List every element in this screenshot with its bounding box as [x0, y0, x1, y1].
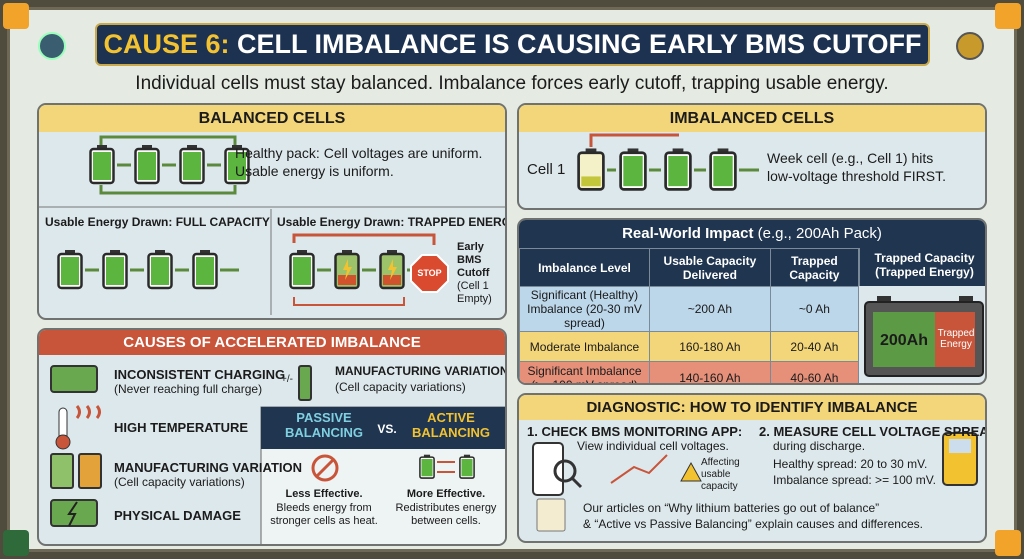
step-title: 2. MEASURE CELL VOLTAGE SPREAD: [759, 424, 987, 439]
imbalanced-line: Week cell (e.g., Cell 1) hits: [767, 150, 934, 166]
table-header: Trapped Capacity: [769, 248, 860, 287]
balanced-line: Healthy pack: Cell voltages are uniform.: [235, 145, 483, 161]
cutoff-line: BMS: [457, 254, 482, 266]
balanced-line: Usable energy is uniform.: [235, 163, 394, 179]
diagnostic-title: DIAGNOSTIC: HOW TO IDENTIFY IMBALANCE: [586, 399, 918, 416]
stop-sign: STOP: [417, 268, 442, 278]
imbalanced-title: IMBALANCED CELLS: [669, 110, 835, 127]
header-title: CELL IMBALANCE IS CAUSING EARLY BMS CUTO…: [237, 29, 922, 59]
table-header: Imbalance Level: [519, 248, 650, 287]
imbalanced-panel: IMBALANCED CELLS Cell 1 Week cell (e.g.,…: [517, 103, 987, 210]
full-label: Usable Energy Drawn: FULL CAPACITY: [45, 215, 270, 229]
table-cell: 140-160 Ah: [649, 361, 771, 383]
causes-title: CAUSES OF ACCELERATED IMBALANCE: [123, 334, 421, 351]
footer-line: Our articles on “Why lithium batteries g…: [583, 501, 880, 515]
cause-note: (Cell capacity variations): [335, 380, 466, 394]
table-cell: ~200 Ah: [649, 286, 771, 332]
imbalanced-line: low-voltage threshold FIRST.: [767, 168, 946, 184]
step-note: View individual cell voltages.: [577, 439, 729, 453]
table-cell: 40-60 Ah: [769, 361, 860, 383]
balanced-drawing: [39, 105, 505, 315]
table-header: Trapped Capacity (Trapped Energy): [859, 248, 985, 286]
balanced-title: BALANCED CELLS: [198, 110, 346, 127]
impact-title-bar: Real-World Impact (e.g., 200Ah Pack): [519, 220, 985, 248]
passive-title: PASSIVE BALANCING: [285, 410, 363, 440]
trapped-label: Usable Energy Drawn: TRAPPED ENERGY: [277, 215, 507, 229]
causes-drawing: [39, 330, 505, 544]
vs-label: VS.: [377, 422, 397, 436]
step-note: during discharge.: [773, 439, 866, 453]
cause-title: MANUFACTURING VARIATION: [114, 460, 303, 475]
table-cell: 20-40 Ah: [769, 331, 860, 362]
cause-note: (Cell capacity variations): [114, 475, 245, 489]
cause-sign: +/-: [281, 374, 293, 385]
cause-title: HIGH TEMPERATURE: [114, 420, 249, 435]
cutoff-line: (Cell 1: [457, 280, 489, 292]
table-header: Usable Capacity Delivered: [649, 248, 771, 287]
passive-effect: Less Effective.: [285, 488, 363, 500]
cutoff-note: Early BMS Cutoff (Cell 1 Empty): [457, 241, 492, 306]
active-title: ACTIVE BALANCING: [412, 410, 490, 440]
cutoff-line: Early: [457, 241, 484, 253]
impact-table: Imbalance Level Usable Capacity Delivere…: [519, 248, 860, 383]
cutoff-line: Empty): [457, 293, 492, 305]
cause-title: PHYSICAL DAMAGE: [114, 508, 241, 523]
cause-title: MANUFACTURING VARIATION: [335, 364, 507, 378]
step-bullet: Healthy spread: 20 to 30 mV.: [773, 457, 928, 471]
diagnostic-drawing: [519, 395, 985, 532]
diagnostic-panel: DIAGNOSTIC: HOW TO IDENTIFY IMBALANCE 1.…: [517, 393, 987, 543]
impact-panel: Real-World Impact (e.g., 200Ah Pack) Imb…: [517, 218, 987, 385]
causes-panel: CAUSES OF ACCELERATED IMBALANCE +/- INCO…: [37, 328, 507, 546]
step-title: 1. CHECK BMS MONITORING APP:: [527, 424, 743, 439]
cause-title: INCONSISTENT CHARGING: [114, 367, 286, 382]
cause-note: (Never reaching full charge): [114, 382, 263, 396]
table-cell: Significant (Healthy) Imbalance (20-30 m…: [519, 286, 650, 332]
impact-note: (e.g., 200Ah Pack): [757, 225, 882, 242]
table-cell: ~0 Ah: [769, 286, 860, 332]
passive-note: Bleeds energy from stronger cells as hea…: [270, 502, 378, 527]
imbalanced-drawing: [519, 105, 985, 191]
battery-label: 200Ah: [879, 332, 929, 349]
cell-label: Cell 1: [527, 161, 566, 178]
battery-trapped: Trapped Energy: [937, 328, 975, 350]
footer-line: & “Active vs Passive Balancing” explain …: [583, 517, 923, 531]
active-note: Redistributes energy between cells.: [395, 502, 497, 527]
battery-drawing: [864, 296, 984, 377]
table-cell: Significant Imbalance (>= 100 mV spread): [519, 361, 650, 383]
header-label: CAUSE 6:: [103, 29, 230, 59]
impact-title: Real-World Impact: [622, 225, 754, 242]
active-effect: More Effective.: [406, 488, 486, 500]
cutoff-line: Cutoff: [457, 267, 490, 279]
step-bullet: Imbalance spread: >= 100 mV.: [773, 473, 936, 487]
balanced-panel: BALANCED CELLS Healthy pack: Cell voltag…: [37, 103, 507, 320]
step-warning: Affecting usable capacity: [701, 457, 740, 492]
header-bar: CAUSE 6: CELL IMBALANCE IS CAUSING EARLY…: [95, 23, 930, 66]
subtitle: Individual cells must stay balanced. Imb…: [135, 73, 889, 94]
